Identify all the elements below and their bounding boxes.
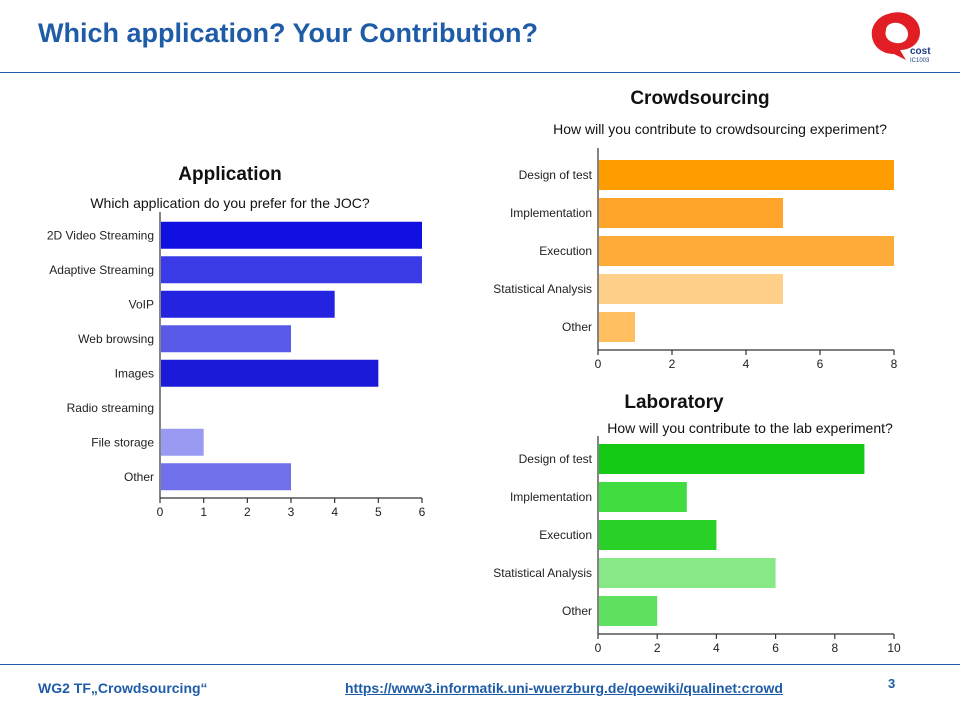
x-tick-label: 8 bbox=[891, 357, 898, 371]
chart-subtitle-application: Which application do you prefer for the … bbox=[90, 195, 370, 211]
bar bbox=[161, 463, 291, 491]
bar bbox=[161, 428, 204, 456]
category-label: Images bbox=[115, 366, 154, 380]
category-label: VoIP bbox=[129, 297, 154, 311]
x-tick-label: 0 bbox=[595, 641, 602, 655]
category-label: Radio streaming bbox=[67, 401, 154, 415]
x-tick-label: 0 bbox=[157, 505, 164, 519]
category-label: Statistical Analysis bbox=[493, 566, 592, 580]
bar bbox=[161, 256, 422, 284]
category-label: Other bbox=[124, 470, 154, 484]
footer-link[interactable]: https://www3.informatik.uni-wuerzburg.de… bbox=[345, 680, 783, 696]
bar bbox=[161, 325, 291, 353]
bar bbox=[161, 359, 379, 387]
footer-label: WG2 TF„Crowdsourcing“ bbox=[38, 680, 208, 696]
bar bbox=[599, 558, 776, 588]
category-label: Implementation bbox=[510, 490, 592, 504]
x-tick-label: 6 bbox=[817, 357, 824, 371]
category-label: 2D Video Streaming bbox=[47, 228, 154, 242]
x-tick-label: 5 bbox=[375, 505, 382, 519]
chart-title-application: Application bbox=[178, 164, 282, 185]
x-tick-label: 2 bbox=[669, 357, 676, 371]
slide-title: Which application? Your Contribution? bbox=[38, 18, 538, 48]
bar bbox=[599, 160, 894, 190]
logo-text: cost bbox=[910, 46, 931, 57]
x-tick-label: 6 bbox=[772, 641, 779, 655]
x-tick-label: 4 bbox=[743, 357, 750, 371]
page-number: 3 bbox=[888, 676, 896, 691]
x-tick-label: 10 bbox=[887, 641, 901, 655]
x-tick-label: 2 bbox=[244, 505, 251, 519]
x-tick-label: 2 bbox=[654, 641, 661, 655]
category-label: Statistical Analysis bbox=[493, 282, 592, 296]
logo-subtext: IC1003 bbox=[910, 58, 930, 64]
crowdsourcing-bar-chart: Design of test Implementation Execution Sta… bbox=[493, 148, 898, 371]
chart-subtitle-laboratory: How will you contribute to the lab exper… bbox=[607, 420, 893, 436]
qualinet-logo: cost IC1003 bbox=[871, 12, 931, 64]
chart-title-laboratory: Laboratory bbox=[624, 392, 724, 413]
x-tick-label: 8 bbox=[831, 641, 838, 655]
bar bbox=[599, 198, 783, 228]
category-label: Execution bbox=[539, 244, 592, 258]
x-tick-label: 4 bbox=[331, 505, 338, 519]
application-bar-chart: 2D Video Streaming Adaptive Streaming VoIP… bbox=[47, 212, 426, 519]
bar bbox=[599, 312, 635, 342]
category-label: Other bbox=[562, 604, 592, 618]
bar bbox=[599, 520, 717, 550]
category-label: Design of test bbox=[519, 168, 593, 182]
x-tick-label: 4 bbox=[713, 641, 720, 655]
bar bbox=[599, 236, 894, 266]
category-label: Execution bbox=[539, 528, 592, 542]
x-tick-label: 1 bbox=[200, 505, 207, 519]
bar bbox=[599, 274, 783, 304]
x-tick-label: 0 bbox=[595, 357, 602, 371]
bar bbox=[599, 444, 865, 474]
bar bbox=[161, 221, 422, 249]
category-label: Other bbox=[562, 320, 592, 334]
bar bbox=[599, 482, 687, 512]
category-label: Design of test bbox=[519, 452, 593, 466]
category-label: Implementation bbox=[510, 206, 592, 220]
header-rule bbox=[0, 72, 960, 73]
laboratory-bar-chart: Design of test Implementation Execution Sta… bbox=[493, 436, 901, 655]
chart-subtitle-crowdsourcing: How will you contribute to crowdsourcing… bbox=[553, 121, 887, 137]
category-label: Adaptive Streaming bbox=[49, 263, 154, 277]
x-tick-label: 6 bbox=[419, 505, 426, 519]
bar bbox=[599, 596, 658, 626]
category-label: Web browsing bbox=[78, 332, 154, 346]
chart-title-crowdsourcing: Crowdsourcing bbox=[630, 88, 770, 109]
footer-rule bbox=[0, 664, 960, 665]
x-tick-label: 3 bbox=[288, 505, 295, 519]
category-label: File storage bbox=[91, 435, 154, 449]
bar bbox=[161, 290, 335, 318]
